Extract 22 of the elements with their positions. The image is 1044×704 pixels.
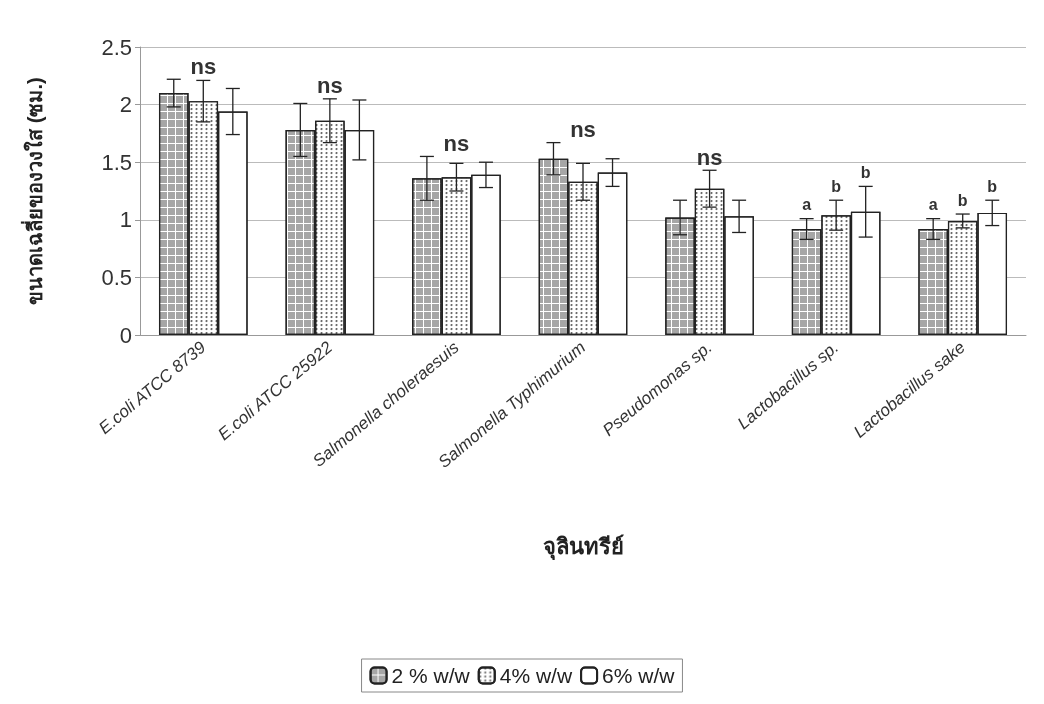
legend-label: 6% w/w <box>602 664 676 687</box>
data-label: b <box>987 177 998 195</box>
y-tick-label: 2.5 <box>101 34 132 60</box>
data-label: b <box>957 191 968 209</box>
annotation: ns <box>696 144 723 170</box>
y-tick-label: 1 <box>119 207 132 233</box>
annotation: ns <box>443 130 470 156</box>
annotation: ns <box>570 117 596 143</box>
data-label: a <box>802 196 812 214</box>
legend-label: 2 % w/w <box>391 664 471 687</box>
data-label: b <box>831 177 842 195</box>
annotation: ns <box>317 73 343 99</box>
data-label: b <box>860 163 871 181</box>
data-label: a <box>928 196 938 214</box>
y-tick-label: 2 <box>119 92 132 118</box>
y-axis-title: ขนาดเฉลี่ยของวงใส (ซม.) <box>20 77 46 305</box>
y-tick-label: 0.5 <box>101 264 132 290</box>
x-axis-title: จุลินทรีย์ <box>542 533 624 561</box>
legend-label: 4% w/w <box>499 664 573 687</box>
annotation: ns <box>190 53 217 79</box>
y-tick-label: 0 <box>119 322 132 348</box>
y-tick-label: 1.5 <box>101 149 132 175</box>
